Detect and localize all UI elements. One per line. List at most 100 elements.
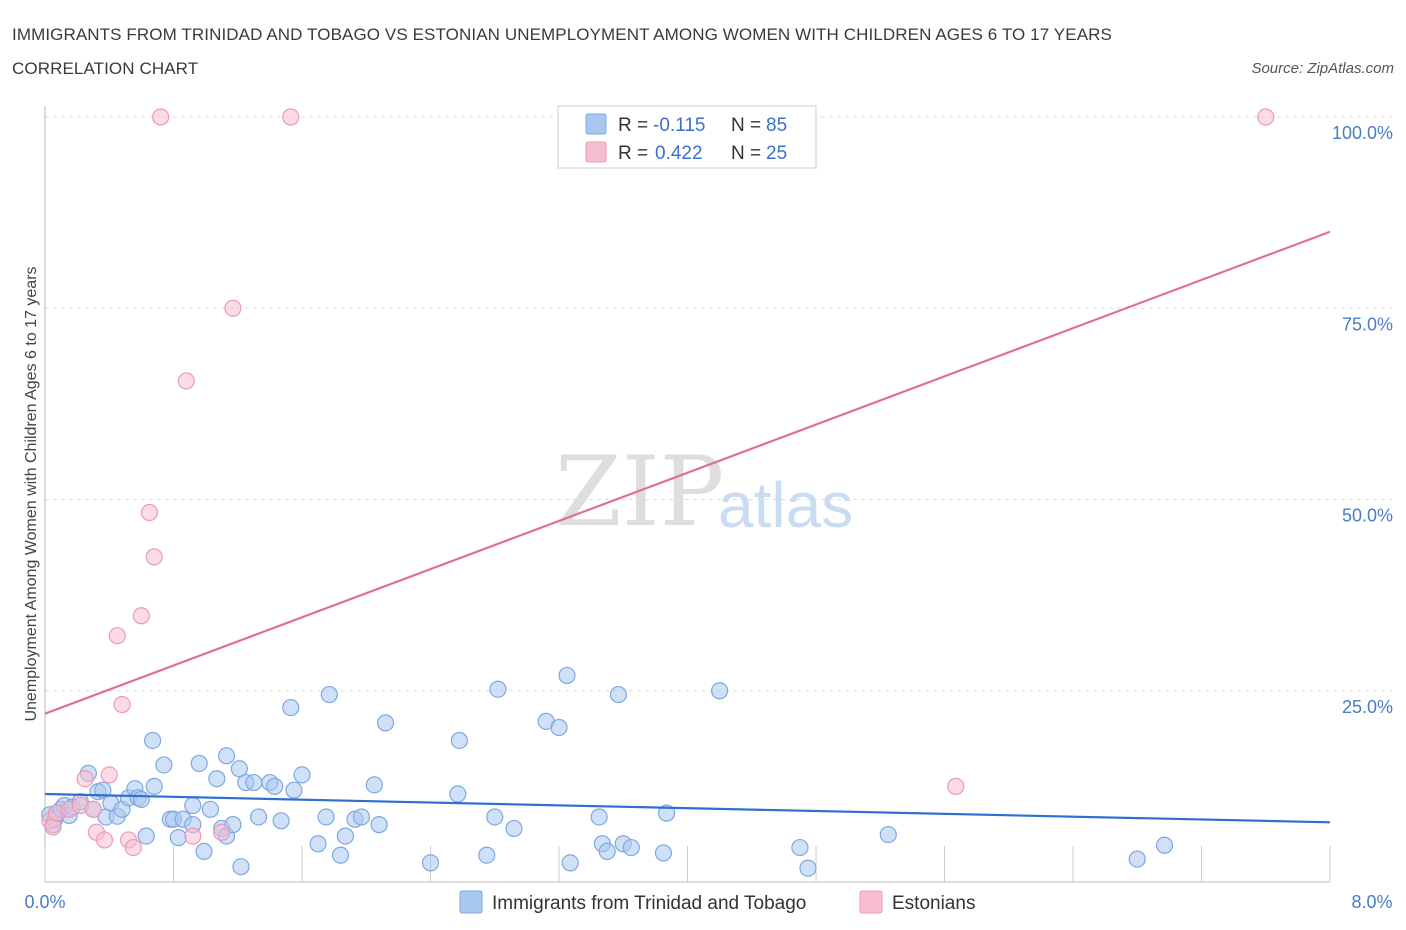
x-tick-min: 0.0% — [24, 892, 65, 912]
point-immigrants-40 — [232, 858, 250, 876]
y-tick-label-50: 50.0% — [1342, 506, 1393, 526]
point-immigrants-57 — [365, 776, 383, 794]
trend-lines — [44, 230, 1331, 824]
x-minor-ticks — [44, 846, 1331, 882]
point-immigrants-46 — [272, 812, 290, 830]
source-credit: Source: ZipAtlas.com — [1251, 60, 1394, 77]
point-immigrants-63 — [478, 846, 496, 864]
point-immigrants-82 — [879, 825, 897, 844]
point-estonians-10 — [108, 627, 126, 645]
point-estonians-6 — [84, 800, 102, 818]
trend-line-estonians — [44, 230, 1331, 715]
stats-swatch-blue — [585, 113, 607, 135]
point-estonians-11 — [113, 695, 131, 714]
point-immigrants-23 — [145, 777, 163, 795]
point-immigrants-81 — [799, 859, 817, 877]
point-immigrants-51 — [317, 808, 335, 826]
stats-swatch-pink — [585, 141, 607, 163]
legend-label-estonians: Estonians — [892, 893, 975, 914]
point-estonians-13 — [124, 838, 142, 857]
point-immigrants-53 — [331, 846, 350, 864]
point-immigrants-64 — [486, 808, 504, 826]
point-immigrants-80 — [791, 838, 809, 857]
watermark: ZIP atlas — [555, 436, 853, 548]
series-estonians-points — [41, 108, 1275, 857]
point-immigrants-47 — [282, 698, 300, 717]
point-immigrants-45 — [266, 777, 284, 795]
point-immigrants-50 — [309, 835, 327, 853]
point-immigrants-56 — [352, 808, 371, 826]
point-immigrants-83 — [1128, 850, 1146, 868]
stats-r-label-blue: R = — [618, 115, 648, 136]
point-estonians-8 — [95, 831, 114, 849]
stats-r-label-pink: R = — [618, 143, 648, 164]
point-immigrants-79 — [711, 682, 729, 700]
y-tick-label-75: 75.0% — [1342, 314, 1393, 334]
trend-line-immigrants — [44, 792, 1331, 824]
point-estonians-5 — [76, 770, 94, 788]
watermark-atlas: atlas — [718, 469, 853, 541]
point-estonians-17 — [152, 108, 170, 126]
point-immigrants-73 — [598, 842, 616, 861]
point-immigrants-66 — [505, 819, 523, 838]
point-immigrants-70 — [561, 854, 579, 872]
point-estonians-23 — [947, 777, 965, 795]
point-immigrants-59 — [376, 714, 395, 732]
point-immigrants-77 — [654, 844, 673, 862]
stats-n-label-blue: N = — [731, 115, 761, 136]
y-tick-label-25: 25.0% — [1342, 697, 1393, 717]
point-immigrants-31 — [190, 754, 208, 773]
series-immigrants-points — [41, 666, 1174, 877]
point-immigrants-33 — [201, 800, 220, 818]
point-immigrants-39 — [230, 760, 248, 778]
stats-n-value-blue: 85 — [766, 115, 787, 136]
point-immigrants-61 — [449, 785, 467, 803]
point-immigrants-48 — [285, 781, 303, 799]
point-estonians-21 — [224, 299, 242, 317]
point-immigrants-30 — [184, 796, 202, 815]
point-immigrants-22 — [144, 731, 162, 750]
point-immigrants-27 — [169, 829, 187, 847]
gridlines — [45, 116, 1392, 692]
y-axis-label: Unemployment Among Women with Children A… — [23, 266, 40, 721]
legend: Immigrants from Trinidad and Tobago Esto… — [459, 890, 975, 914]
point-immigrants-78 — [658, 804, 676, 822]
point-immigrants-34 — [208, 770, 226, 788]
point-immigrants-43 — [250, 808, 268, 826]
point-estonians-24 — [1257, 108, 1275, 126]
stats-n-label-pink: N = — [731, 143, 761, 164]
y-tick-label-100: 100.0% — [1332, 123, 1393, 143]
point-immigrants-69 — [558, 666, 576, 685]
stats-r-value-blue: -0.115 — [653, 115, 705, 136]
point-immigrants-84 — [1155, 836, 1174, 854]
point-estonians-16 — [145, 548, 163, 566]
point-immigrants-65 — [489, 680, 507, 698]
stats-box: R = -0.115 N = 85 R = 0.422 N = 25 — [557, 105, 817, 169]
point-immigrants-20 — [132, 790, 150, 808]
point-estonians-22 — [282, 108, 300, 126]
point-immigrants-74 — [609, 685, 628, 704]
point-estonians-14 — [132, 607, 150, 625]
point-immigrants-37 — [217, 747, 236, 765]
point-immigrants-32 — [195, 842, 213, 861]
point-estonians-20 — [213, 823, 231, 841]
watermark-zip: ZIP — [555, 436, 724, 548]
point-estonians-15 — [140, 503, 159, 522]
point-estonians-19 — [184, 827, 202, 845]
legend-swatch-immigrants — [459, 890, 483, 914]
point-immigrants-52 — [320, 685, 338, 704]
point-immigrants-71 — [590, 808, 608, 826]
y-tick-labels: 25.0% 50.0% 75.0% 100.0% — [1332, 123, 1393, 717]
point-immigrants-49 — [293, 766, 311, 784]
point-immigrants-76 — [622, 838, 640, 857]
point-immigrants-24 — [155, 756, 173, 774]
legend-swatch-estonians — [859, 890, 883, 914]
point-immigrants-68 — [550, 718, 568, 737]
legend-label-immigrants: Immigrants from Trinidad and Tobago — [492, 893, 806, 914]
point-immigrants-54 — [336, 827, 354, 845]
x-tick-max: 8.0% — [1351, 892, 1392, 912]
point-immigrants-62 — [450, 731, 469, 750]
stats-r-value-pink: 0.422 — [655, 143, 703, 164]
chart-title: IMMIGRANTS FROM TRINIDAD AND TOBAGO VS E… — [12, 25, 1112, 78]
